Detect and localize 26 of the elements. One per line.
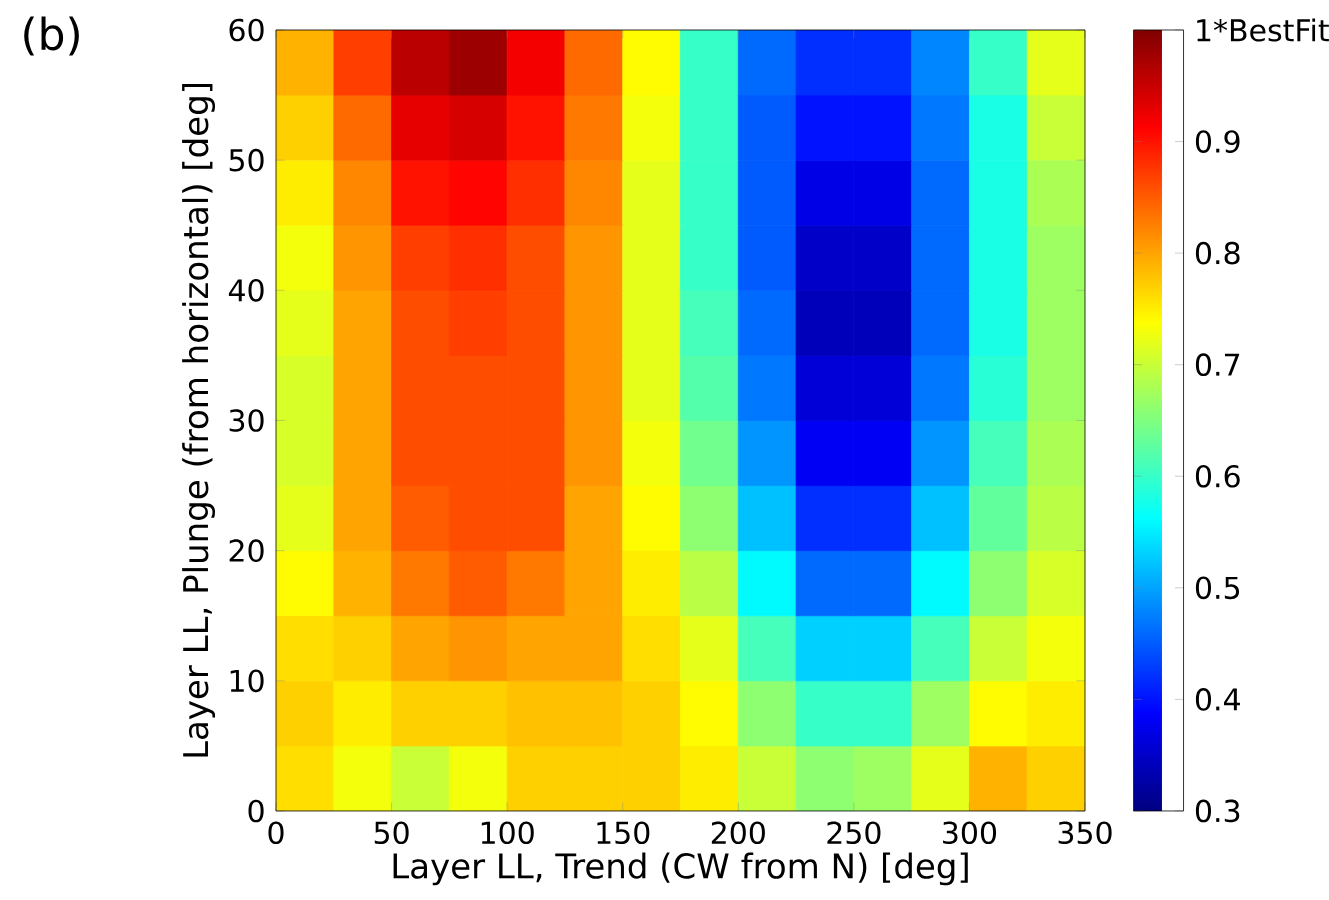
color-bar-label: 0.8 bbox=[1195, 241, 1240, 265]
color-bar-label: 0.3 bbox=[1195, 799, 1240, 823]
y-tick-label: 60 bbox=[229, 18, 264, 42]
color-bar-label: 0.5 bbox=[1195, 576, 1240, 600]
x-tick-label: 300 bbox=[943, 821, 997, 845]
x-tick-label: 100 bbox=[481, 821, 534, 845]
x-tick-label: 50 bbox=[374, 821, 409, 845]
y-axis-title: Layer LL, Plunge (from horizontal) [deg] bbox=[182, 83, 216, 757]
x-tick-label: 200 bbox=[711, 821, 765, 845]
x-axis-title: Layer LL, Trend (CW from N) [deg] bbox=[393, 852, 968, 886]
color-bar-label: 0.7 bbox=[1195, 353, 1240, 377]
x-tick-label: 350 bbox=[1058, 821, 1112, 845]
y-tick-label: 50 bbox=[229, 148, 264, 172]
color-bar-label: 1*BestFit bbox=[1197, 18, 1329, 42]
color-bar-label: 0.6 bbox=[1195, 464, 1240, 488]
color-bar-label: 0.4 bbox=[1195, 688, 1240, 711]
y-tick-label: 30 bbox=[229, 409, 264, 432]
x-tick-label: 250 bbox=[827, 821, 881, 845]
x-tick-label: 150 bbox=[597, 821, 650, 845]
y-tick-label: 20 bbox=[229, 539, 264, 563]
x-tick-label: 0 bbox=[268, 821, 284, 845]
y-tick-label: 0 bbox=[248, 799, 264, 823]
text: (b) bbox=[24, 16, 79, 56]
y-tick-label: 40 bbox=[228, 278, 264, 302]
color-bar-label: 0.9 bbox=[1195, 130, 1240, 153]
y-tick-label: 10 bbox=[230, 669, 264, 693]
